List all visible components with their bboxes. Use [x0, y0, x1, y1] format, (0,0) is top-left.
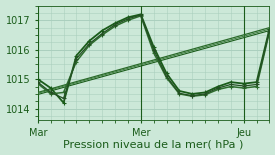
- X-axis label: Pression niveau de la mer( hPa ): Pression niveau de la mer( hPa ): [64, 140, 244, 149]
